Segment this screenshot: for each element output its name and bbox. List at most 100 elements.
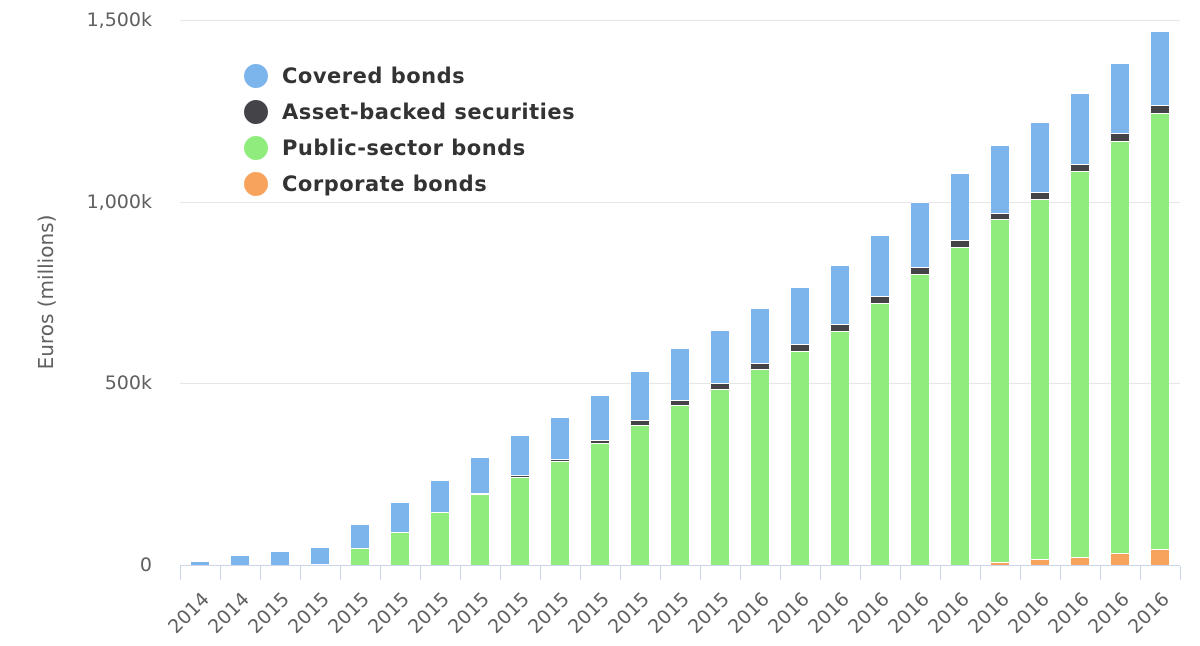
bar-segment-asset-backed-securities[interactable] — [991, 212, 1009, 219]
bar-segment-public-sector-bonds[interactable] — [951, 246, 969, 565]
legend-item-public-sector-bonds[interactable]: Public-sector bonds — [244, 130, 575, 166]
bar-segment-covered-bonds[interactable] — [431, 480, 449, 512]
bar-stack[interactable] — [551, 0, 569, 630]
bar-stack[interactable] — [351, 0, 369, 630]
bar-segment-public-sector-bonds[interactable] — [831, 330, 849, 565]
bar-segment-corporate-bonds[interactable] — [1111, 553, 1129, 565]
bar-segment-covered-bonds[interactable] — [871, 234, 889, 297]
bar-segment-covered-bonds[interactable] — [351, 524, 369, 549]
bar-stack[interactable] — [991, 0, 1009, 630]
bar-segment-asset-backed-securities[interactable] — [511, 475, 529, 478]
bar-segment-public-sector-bonds[interactable] — [1031, 198, 1049, 559]
bar-stack[interactable] — [791, 0, 809, 630]
bar-segment-covered-bonds[interactable] — [791, 286, 809, 344]
bar-segment-covered-bonds[interactable] — [1031, 122, 1049, 192]
bar-segment-asset-backed-securities[interactable] — [1031, 191, 1049, 199]
bar-segment-asset-backed-securities[interactable] — [831, 324, 849, 331]
bar-stack[interactable] — [231, 0, 249, 630]
bar-segment-asset-backed-securities[interactable] — [791, 343, 809, 351]
bar-segment-public-sector-bonds[interactable] — [1111, 140, 1129, 553]
legend-item-asset-backed-securities[interactable]: Asset-backed securities — [244, 94, 575, 130]
bar-stack[interactable] — [911, 0, 929, 630]
bar-stack[interactable] — [311, 0, 329, 630]
bar-segment-covered-bonds[interactable] — [711, 329, 729, 384]
bar-stack[interactable] — [271, 0, 289, 630]
bar-segment-covered-bonds[interactable] — [311, 546, 329, 564]
bar-segment-asset-backed-securities[interactable] — [551, 458, 569, 462]
bar-segment-corporate-bonds[interactable] — [1071, 557, 1089, 565]
bar-segment-public-sector-bonds[interactable] — [311, 563, 329, 565]
bar-segment-asset-backed-securities[interactable] — [1111, 133, 1129, 141]
bar-stack[interactable] — [831, 0, 849, 630]
bar-stack[interactable] — [1111, 0, 1129, 630]
bar-segment-public-sector-bonds[interactable] — [791, 350, 809, 565]
bar-segment-asset-backed-securities[interactable] — [911, 267, 929, 275]
bar-stack[interactable] — [1071, 0, 1089, 630]
legend-item-covered-bonds[interactable]: Covered bonds — [244, 58, 575, 94]
bar-stack[interactable] — [1151, 0, 1169, 630]
bar-segment-asset-backed-securities[interactable] — [871, 296, 889, 303]
bar-stack[interactable] — [391, 0, 409, 630]
bar-segment-public-sector-bonds[interactable] — [711, 388, 729, 565]
bar-segment-covered-bonds[interactable] — [911, 202, 929, 268]
bar-segment-public-sector-bonds[interactable] — [911, 274, 929, 565]
bar-segment-covered-bonds[interactable] — [991, 144, 1009, 213]
bar-segment-public-sector-bonds[interactable] — [391, 532, 409, 565]
bar-segment-corporate-bonds[interactable] — [991, 562, 1009, 565]
bar-segment-asset-backed-securities[interactable] — [711, 383, 729, 389]
bar-segment-public-sector-bonds[interactable] — [1071, 170, 1089, 557]
bar-segment-corporate-bonds[interactable] — [1151, 549, 1169, 565]
bar-stack[interactable] — [871, 0, 889, 630]
bar-segment-public-sector-bonds[interactable] — [431, 512, 449, 565]
bar-segment-asset-backed-securities[interactable] — [751, 362, 769, 369]
bar-segment-public-sector-bonds[interactable] — [871, 302, 889, 565]
bar-stack[interactable] — [471, 0, 489, 630]
bar-segment-public-sector-bonds[interactable] — [991, 218, 1009, 563]
bar-segment-covered-bonds[interactable] — [231, 554, 249, 565]
bar-segment-covered-bonds[interactable] — [831, 264, 849, 325]
bar-segment-public-sector-bonds[interactable] — [471, 494, 489, 565]
bar-segment-asset-backed-securities[interactable] — [671, 399, 689, 405]
bar-segment-covered-bonds[interactable] — [511, 434, 529, 476]
bar-segment-asset-backed-securities[interactable] — [591, 440, 609, 443]
bar-segment-covered-bonds[interactable] — [591, 394, 609, 440]
bar-segment-covered-bonds[interactable] — [1111, 62, 1129, 134]
bar-stack[interactable] — [591, 0, 609, 630]
bar-segment-public-sector-bonds[interactable] — [631, 424, 649, 565]
bar-segment-corporate-bonds[interactable] — [1031, 558, 1049, 565]
legend-item-corporate-bonds[interactable]: Corporate bonds — [244, 166, 575, 202]
bar-segment-covered-bonds[interactable] — [191, 561, 209, 565]
bar-segment-asset-backed-securities[interactable] — [951, 240, 969, 247]
bar-segment-public-sector-bonds[interactable] — [751, 368, 769, 565]
bar-segment-public-sector-bonds[interactable] — [1151, 112, 1169, 549]
bar-segment-public-sector-bonds[interactable] — [511, 477, 529, 565]
bar-segment-covered-bonds[interactable] — [471, 456, 489, 494]
bar-stack[interactable] — [751, 0, 769, 630]
bar-stack[interactable] — [711, 0, 729, 630]
bar-segment-asset-backed-securities[interactable] — [1151, 104, 1169, 113]
bar-segment-public-sector-bonds[interactable] — [671, 404, 689, 565]
bar-stack[interactable] — [951, 0, 969, 630]
bar-segment-covered-bonds[interactable] — [1071, 92, 1089, 164]
bar-segment-covered-bonds[interactable] — [671, 348, 689, 400]
bar-stack[interactable] — [631, 0, 649, 630]
bar-segment-public-sector-bonds[interactable] — [551, 461, 569, 565]
bar-stack[interactable] — [1031, 0, 1049, 630]
bar-segment-asset-backed-securities[interactable] — [1071, 163, 1089, 171]
bar-segment-public-sector-bonds[interactable] — [591, 442, 609, 565]
bar-segment-asset-backed-securities[interactable] — [431, 511, 449, 513]
bar-segment-covered-bonds[interactable] — [551, 416, 569, 459]
bar-segment-covered-bonds[interactable] — [391, 502, 409, 533]
bar-stack[interactable] — [511, 0, 529, 630]
bar-stack[interactable] — [431, 0, 449, 630]
bar-segment-covered-bonds[interactable] — [271, 550, 289, 565]
bar-segment-asset-backed-securities[interactable] — [631, 420, 649, 425]
bar-segment-public-sector-bonds[interactable] — [351, 548, 369, 565]
bar-segment-covered-bonds[interactable] — [751, 308, 769, 363]
bar-segment-covered-bonds[interactable] — [951, 172, 969, 241]
bar-segment-covered-bonds[interactable] — [1151, 30, 1169, 105]
bar-stack[interactable] — [191, 0, 209, 630]
bar-stack[interactable] — [671, 0, 689, 630]
bar-segment-asset-backed-securities[interactable] — [471, 493, 489, 495]
bar-segment-covered-bonds[interactable] — [631, 370, 649, 421]
